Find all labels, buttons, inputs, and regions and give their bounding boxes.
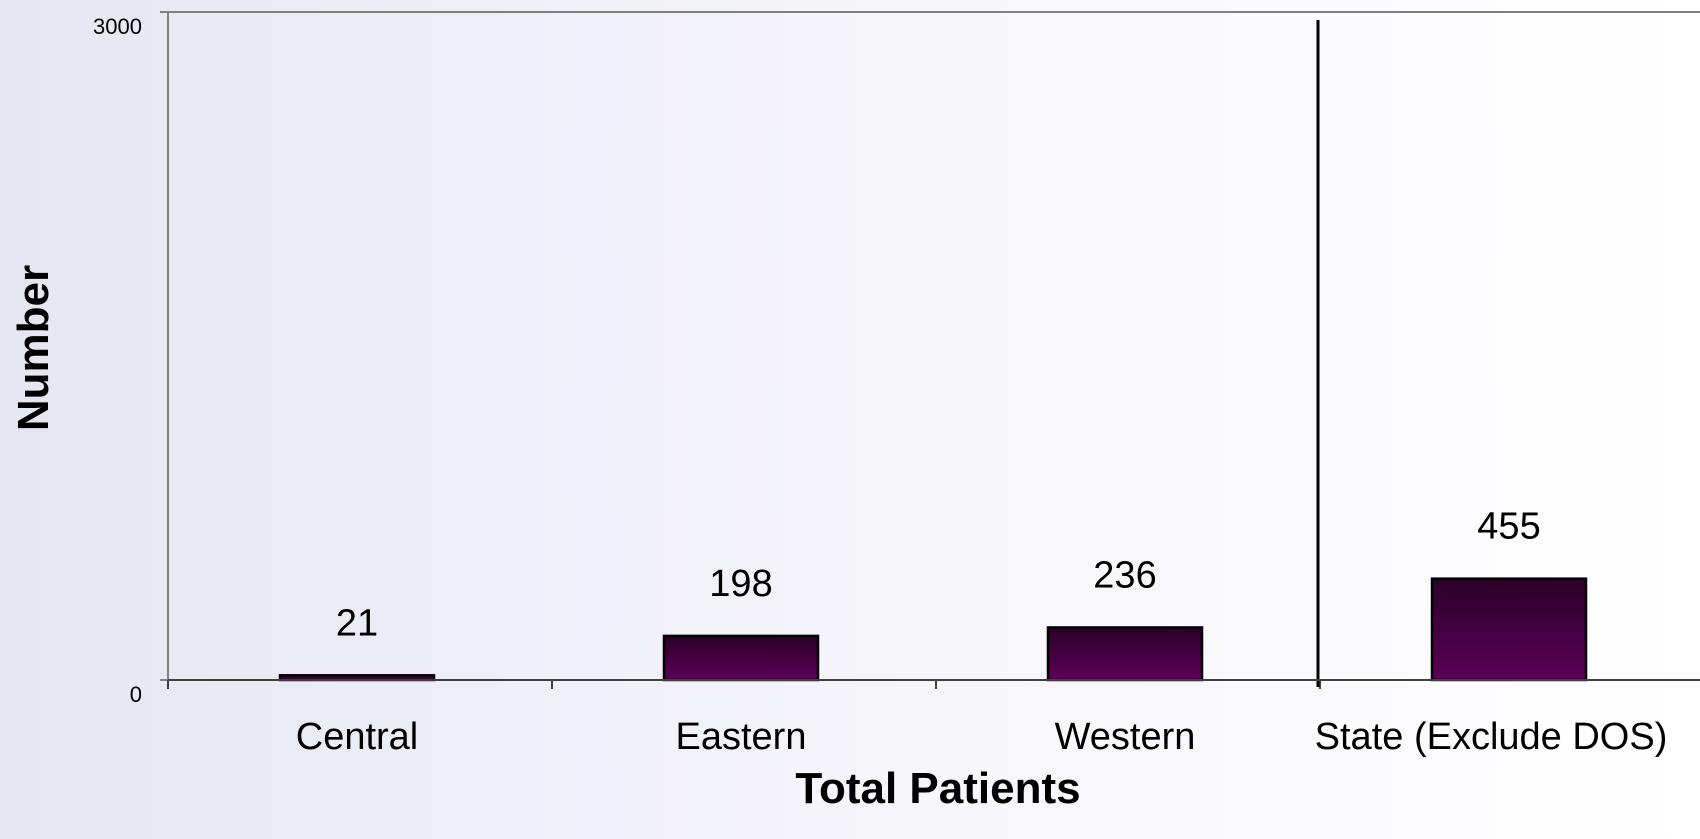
bar-value-label: 198 — [709, 563, 772, 605]
bar-value-label: 236 — [1093, 554, 1156, 596]
bar-value-label: 455 — [1477, 506, 1540, 548]
chart-marks: 21 Central 198 Eastern 236 Western 455 State (E… — [167, 20, 1668, 758]
x-axis-title: Total Patients — [795, 764, 1080, 813]
bar-eastern — [662, 634, 820, 682]
bar-value-label: 21 — [336, 602, 378, 644]
x-tick-label: State (Exclude DOS) — [1315, 716, 1668, 758]
x-tick-label: Eastern — [676, 716, 807, 758]
bar-state-exclude-dos — [1430, 577, 1588, 682]
y-tick-label-top: 3000 — [93, 14, 142, 39]
y-axis-title: Number — [9, 265, 58, 431]
y-tick-label-bottom: 0 — [130, 682, 142, 707]
x-tick-label: Western — [1055, 716, 1196, 758]
bar-western — [1046, 626, 1204, 682]
x-tick-label: Central — [296, 716, 419, 758]
